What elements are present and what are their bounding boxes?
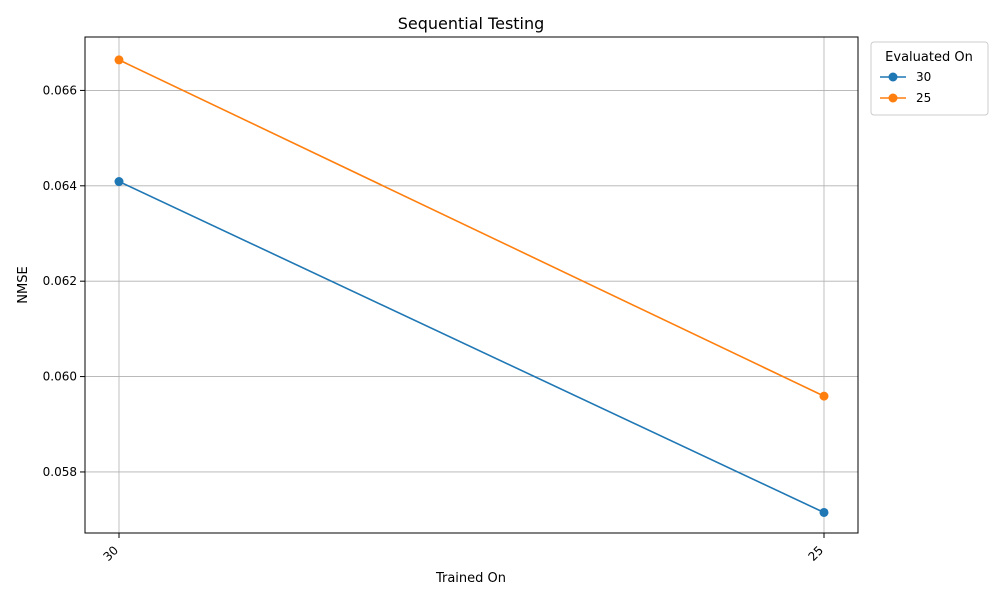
legend-swatch-marker-30 — [888, 72, 898, 82]
series-layer — [114, 55, 829, 517]
legend-label-25: 25 — [916, 91, 931, 105]
axes-frame — [84, 36, 859, 534]
legend-title: Evaluated On — [885, 50, 973, 65]
series-line-30 — [118, 180, 825, 514]
y-tick-label: 0.060 — [43, 370, 77, 384]
series-line-25 — [118, 59, 825, 397]
axes-background — [85, 37, 858, 533]
y-axis-label: NMSE — [16, 266, 31, 303]
legend: Evaluated On 30 25 — [870, 41, 989, 116]
series-point-30 — [819, 507, 829, 517]
x-axis-label: Trained On — [435, 571, 506, 586]
chart-title: Sequential Testing — [398, 14, 545, 33]
legend-frame — [870, 41, 989, 116]
y-tick-label: 0.066 — [43, 83, 77, 97]
y-tick-label: 0.064 — [43, 179, 77, 193]
y-axis-ticks: 0.058 0.060 0.062 0.064 0.066 — [43, 83, 85, 479]
series-point-25 — [114, 55, 124, 65]
series-point-25 — [819, 391, 829, 401]
series-point-30 — [114, 177, 124, 187]
legend-items: 30 25 — [880, 70, 931, 105]
grid — [85, 37, 858, 533]
legend-label-30: 30 — [916, 70, 931, 84]
y-tick-label: 0.058 — [43, 465, 77, 479]
y-tick-label: 0.062 — [43, 274, 77, 288]
legend-swatch-marker-25 — [888, 93, 898, 103]
